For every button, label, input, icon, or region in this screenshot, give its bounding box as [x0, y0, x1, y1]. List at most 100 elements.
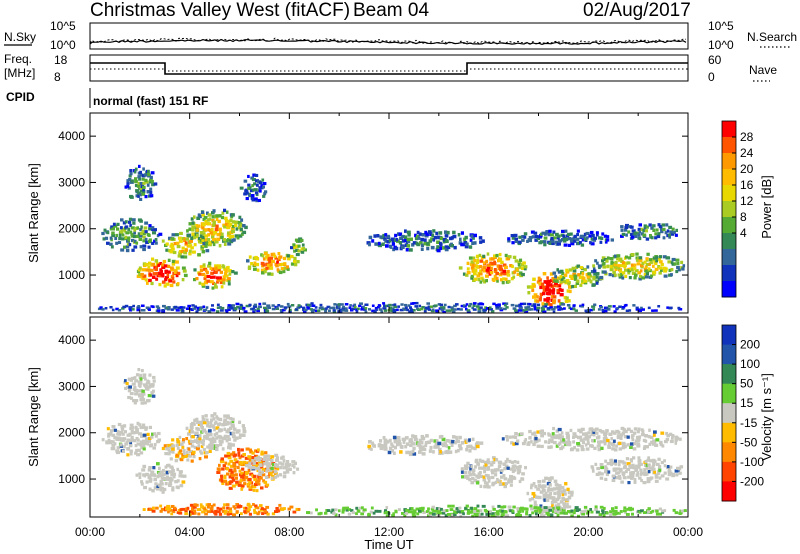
velocity-cell	[263, 509, 267, 513]
power-cell	[171, 262, 176, 266]
velocity-cell	[258, 476, 263, 480]
velocity-cell	[489, 463, 494, 467]
power-cell	[200, 245, 205, 249]
power-cell	[408, 310, 412, 313]
velocity-cell	[221, 481, 225, 485]
velocity-cell	[168, 450, 172, 454]
power-cell	[604, 240, 608, 244]
power-cell	[115, 241, 119, 245]
power-cell	[423, 241, 428, 246]
velocity-cell	[111, 433, 116, 437]
velocity-cell	[565, 431, 570, 435]
power-cell	[287, 257, 291, 261]
power-cell	[138, 237, 142, 241]
velocity-cell	[643, 468, 647, 472]
velocity-cell	[125, 381, 129, 386]
power-cell	[542, 285, 546, 289]
velocity-cell	[404, 512, 409, 515]
velocity-cell	[385, 511, 389, 514]
velocity-cell	[224, 422, 228, 426]
velocity-cell	[391, 449, 395, 453]
power-cell	[185, 237, 190, 241]
velocity-cell	[471, 471, 475, 475]
power-cell	[638, 277, 642, 281]
power-cell	[293, 256, 297, 261]
velocity-cell	[609, 513, 612, 517]
velocity-cell	[604, 459, 608, 463]
power-cell	[507, 237, 511, 241]
power-cell	[536, 237, 540, 241]
velocity-cell	[674, 441, 678, 445]
power-cell	[209, 280, 214, 284]
power-cell	[132, 234, 137, 239]
power-cell	[191, 304, 195, 307]
power-cell	[490, 257, 495, 261]
velocity-cell	[556, 510, 560, 514]
power-cell	[175, 233, 179, 237]
power-cell	[609, 257, 614, 261]
power-cell	[136, 184, 141, 188]
power-cell	[142, 239, 146, 243]
power-cell	[288, 310, 292, 313]
velocity-cell	[453, 513, 457, 516]
power-cell	[572, 236, 576, 240]
velocity-cell	[369, 510, 373, 514]
power-cell	[397, 305, 400, 308]
velocity-cell	[504, 481, 508, 486]
velocity-cell	[538, 508, 543, 512]
velocity-cell	[604, 434, 608, 438]
velocity-cell	[212, 417, 216, 421]
velocity-cell	[556, 491, 561, 495]
velocity-cell	[534, 485, 538, 489]
power-cell	[468, 256, 473, 260]
power-cell	[157, 263, 160, 267]
velocity-cell	[459, 514, 462, 518]
velocity-cell	[403, 437, 407, 442]
power-cell	[544, 303, 548, 306]
velocity-cell	[519, 506, 524, 510]
velocity-cell	[505, 435, 509, 439]
power-cell	[585, 273, 589, 277]
velocity-cell	[570, 514, 574, 518]
velocity-cell	[427, 507, 430, 511]
velocity-cell	[613, 439, 616, 443]
velocity-cell	[249, 450, 253, 454]
velocity-cell	[590, 510, 594, 514]
power-cell	[443, 303, 447, 307]
velocity-cell	[567, 510, 571, 513]
velocity-cell	[563, 506, 566, 510]
power-cell	[648, 258, 653, 262]
velocity-cell	[666, 434, 670, 438]
power-cell	[652, 258, 655, 262]
power-cell	[178, 250, 182, 254]
velocity-cell	[553, 509, 558, 513]
power-cell	[519, 271, 523, 275]
power-cell	[248, 255, 252, 259]
velocity-cell	[210, 504, 214, 508]
power-cell	[240, 218, 244, 222]
power-cell	[324, 309, 328, 313]
velocity-cell	[235, 503, 239, 506]
power-cell	[633, 231, 638, 235]
velocity-cell	[133, 376, 137, 380]
velocity-cell	[546, 489, 550, 493]
velocity-cell	[494, 473, 498, 477]
velocity-cell	[408, 452, 413, 457]
power-cell	[643, 226, 647, 231]
velocity-cell	[430, 507, 435, 511]
velocity-cell	[168, 482, 173, 486]
velocity-cell	[222, 464, 226, 468]
velocity-cell	[218, 428, 222, 432]
power-cell	[385, 304, 389, 308]
power-cell	[133, 239, 137, 243]
velocity-cell	[652, 467, 656, 471]
velocity-cell	[422, 447, 427, 452]
power-cell	[177, 236, 182, 240]
power-cell	[148, 180, 152, 184]
power-cell	[599, 240, 603, 244]
power-cell	[410, 302, 415, 305]
velocity-cell	[159, 488, 163, 492]
power-cell	[666, 256, 671, 260]
power-cell	[565, 268, 569, 272]
